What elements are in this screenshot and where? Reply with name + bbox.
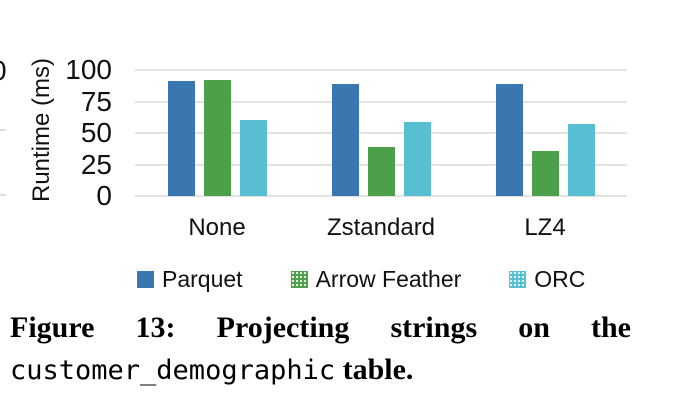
caption-line-1: Figure 13: Projecting strings on the <box>10 311 631 344</box>
chart-legend: Parquet Arrow Feather ORC <box>137 266 585 293</box>
x-axis-label-zstandard: Zstandard <box>326 214 436 241</box>
y-tick-label-50: 50 <box>80 117 112 148</box>
legend-item-arrow-feather: Arrow Feather <box>290 266 462 293</box>
y-tick-label-100: 100 <box>65 54 112 85</box>
adjacent-figure-tick-label-fragment: 0 <box>0 57 7 85</box>
legend-swatch-icon <box>509 271 527 288</box>
bar-orc-lz4 <box>567 124 595 196</box>
plot-area <box>135 69 627 197</box>
adjacent-figure-gridline-fragment <box>0 194 6 196</box>
legend-item-parquet: Parquet <box>137 266 243 293</box>
legend-swatch-icon <box>137 271 154 288</box>
y-tick-label-75: 75 <box>80 85 112 117</box>
bar-parquet-lz4 <box>495 83 523 196</box>
bar-arrow-feather-lz4 <box>531 150 559 196</box>
caption-tail-text: table. <box>335 353 414 386</box>
y-tick-label-25: 25 <box>80 148 112 180</box>
x-axis-label-none: None <box>188 214 246 241</box>
figure-caption: Figure 13: Projecting strings on the cus… <box>10 310 631 389</box>
gridline-50 <box>135 132 627 134</box>
gridline-0 <box>135 195 627 197</box>
bar-parquet-none <box>167 81 195 196</box>
legend-swatch-icon <box>290 271 308 288</box>
legend-label: ORC <box>534 266 586 292</box>
bar-parquet-zstandard <box>331 83 359 196</box>
legend-item-orc: ORC <box>509 266 585 293</box>
bar-arrow-feather-zstandard <box>367 146 395 196</box>
bar-orc-none <box>239 120 267 196</box>
caption-table-name: customer_demographic <box>10 355 336 386</box>
gridline-100 <box>135 69 627 71</box>
legend-label: Parquet <box>162 266 243 292</box>
bar-orc-zstandard <box>403 121 431 196</box>
x-axis-label-lz4: LZ4 <box>524 214 566 241</box>
gridline-75 <box>135 100 627 103</box>
legend-label: Arrow Feather <box>315 266 462 292</box>
adjacent-figure-gridline-fragment <box>0 129 6 131</box>
bar-arrow-feather-none <box>203 80 231 196</box>
caption-line-2: customer_demographic table. <box>10 352 631 389</box>
y-tick-label-0: 0 <box>96 180 112 211</box>
